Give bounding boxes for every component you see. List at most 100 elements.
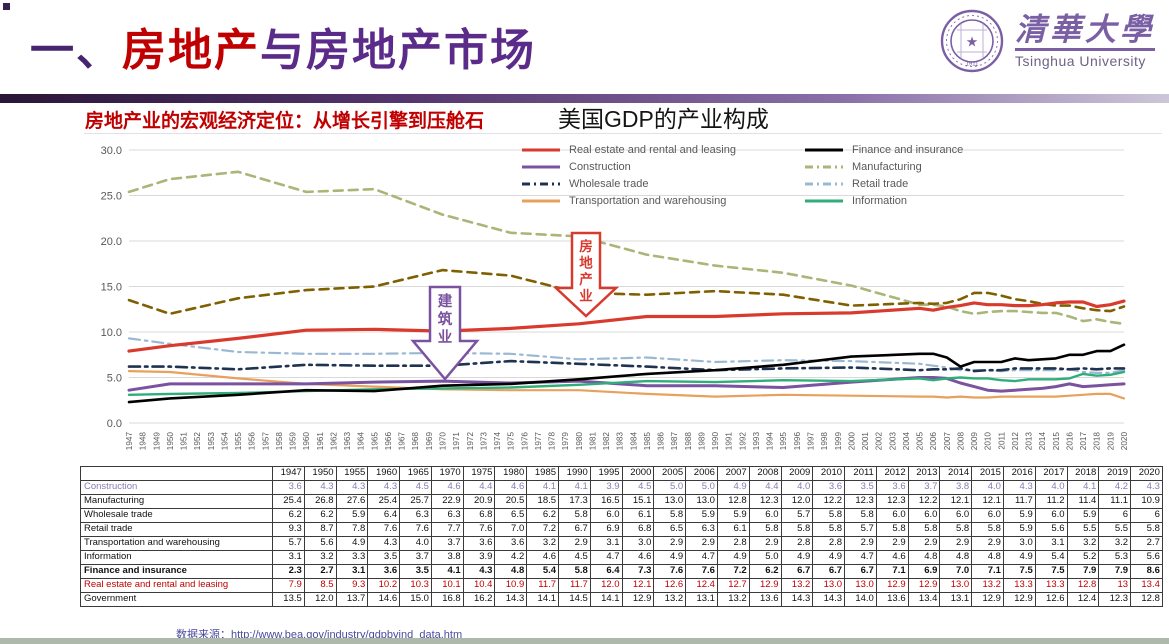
table-cell: 12.3	[875, 494, 909, 509]
table-cell: 4.5	[621, 480, 655, 495]
table-cell: 12.9	[621, 592, 655, 607]
table-cell: 6.0	[1034, 508, 1068, 523]
table-cell: 22.9	[430, 494, 464, 509]
table-cell: 2.8	[716, 536, 750, 551]
seal-star: ★	[966, 34, 979, 50]
table-cell: 5.0	[685, 480, 718, 495]
x-tick-label: 2018	[1093, 432, 1102, 451]
legend-item: Finance and insurance	[804, 141, 963, 158]
table-cell: 9.3	[272, 522, 305, 537]
table-cell: 5.9	[1002, 508, 1036, 523]
year-header: 2019	[1098, 466, 1132, 481]
table-cell: 4.0	[399, 536, 432, 551]
year-header: 2000	[621, 466, 655, 481]
legend-item: Information	[804, 192, 963, 209]
table-cell: 26.8	[303, 494, 337, 509]
table-cell: 4.9	[335, 536, 369, 551]
section-subtitle: 房地产业的宏观经济定位：从增长引擎到压舱石	[85, 111, 485, 132]
annotation-text: 业	[438, 329, 453, 346]
legend-label: Construction	[569, 160, 631, 173]
legend-item: Manufacturing	[804, 158, 963, 175]
table-cell: 14.0	[844, 592, 877, 607]
year-header: 2016	[1002, 466, 1036, 481]
year-header: 2006	[685, 466, 718, 481]
table-cell: 12.8	[716, 494, 750, 509]
table-cell: 3.1	[272, 550, 305, 565]
table-cell: 4.3	[335, 480, 369, 495]
table-cell: 27.6	[335, 494, 369, 509]
table-cell: 13.0	[812, 578, 846, 593]
x-tick-label: 1947	[125, 432, 134, 451]
y-tick-label: 15.0	[101, 282, 122, 294]
table-cell: 3.1	[335, 564, 369, 579]
table-cell: 4.2	[494, 550, 528, 565]
table-cell: 10.3	[399, 578, 432, 593]
row-label: Real estate and rental and leasing	[80, 578, 273, 593]
table-cell: 14.5	[558, 592, 591, 607]
table-cell: 13.0	[939, 578, 973, 593]
table-cell: 2.9	[971, 536, 1004, 551]
year-header: 2005	[653, 466, 687, 481]
annotation-text: 筑	[437, 310, 453, 328]
x-tick-label: 1997	[807, 432, 816, 451]
year-header: 1960	[367, 466, 401, 481]
table-row: Real estate and rental and leasing 7.9 8.5…	[80, 578, 1163, 593]
x-tick-label: 1952	[193, 432, 202, 451]
table-cell: 12.0	[589, 578, 623, 593]
tsinghua-seal-icon: ★ 1911	[940, 9, 1004, 73]
table-cell: 13.5	[272, 592, 305, 607]
table-header-row: 1947 1950 1955 1960 1965 1970 1975 1980 1985 1990…	[80, 466, 1163, 481]
table-cell: 5.8	[558, 564, 591, 579]
table-cell: 14.1	[589, 592, 623, 607]
table-cell: 25.4	[272, 494, 305, 509]
table-cell: 4.9	[716, 480, 750, 495]
x-tick-label: 2011	[997, 432, 1006, 450]
table-cell: 13.4	[1130, 578, 1163, 593]
table-cell: 3.6	[875, 480, 909, 495]
table-cell: 13.0	[844, 578, 877, 593]
table-cell: 5.9	[335, 508, 369, 523]
table-cell: 7.5	[1002, 564, 1036, 579]
table-cell: 13.1	[939, 592, 973, 607]
table-cell: 14.3	[780, 592, 814, 607]
legend-label: Wholesale trade	[569, 177, 649, 190]
table-cell: 6.1	[621, 508, 655, 523]
x-tick-label: 2007	[943, 432, 952, 451]
table-cell: 4.8	[494, 564, 528, 579]
table-cell: 4.3	[367, 480, 401, 495]
x-tick-label: 1990	[711, 432, 720, 451]
row-label: Finance and insurance	[80, 564, 273, 579]
table-cell: 3.9	[589, 480, 623, 495]
table-cell: 7.9	[1066, 564, 1100, 579]
x-tick-label: 1959	[289, 432, 298, 451]
table-cell: 5.7	[780, 508, 814, 523]
x-tick-label: 1950	[166, 432, 175, 451]
table-corner-cell	[80, 466, 273, 481]
table-cell: 5.0	[653, 480, 687, 495]
table-cell: 5.9	[1066, 508, 1100, 523]
row-label: Transportation and warehousing	[80, 536, 273, 551]
y-tick-label: 10.0	[101, 327, 122, 339]
x-tick-label: 1970	[438, 432, 447, 451]
annotation-text: 业	[579, 289, 593, 304]
table-cell: 3.2	[1066, 536, 1100, 551]
table-cell: 6.5	[653, 522, 687, 537]
x-tick-label: 1983	[616, 432, 625, 451]
table-cell: 6.0	[971, 508, 1004, 523]
x-tick-label: 2015	[1052, 432, 1061, 451]
x-tick-label: 1982	[602, 432, 611, 451]
table-cell: 6.2	[272, 508, 305, 523]
x-tick-label: 1962	[329, 432, 338, 451]
table-cell: 4.0	[971, 480, 1004, 495]
table-cell: 2.8	[780, 536, 814, 551]
table-cell: 13.1	[685, 592, 718, 607]
table-cell: 18.5	[526, 494, 560, 509]
table-cell: 13.2	[780, 578, 814, 593]
x-tick-label: 1968	[411, 432, 420, 451]
table-cell: 3.5	[844, 480, 877, 495]
table-cell: 9.3	[335, 578, 369, 593]
legend-item: Transportation and warehousing	[521, 192, 804, 209]
table-cell: 8.5	[303, 578, 337, 593]
table-cell: 6.0	[907, 508, 941, 523]
x-tick-label: 1958	[275, 432, 284, 451]
